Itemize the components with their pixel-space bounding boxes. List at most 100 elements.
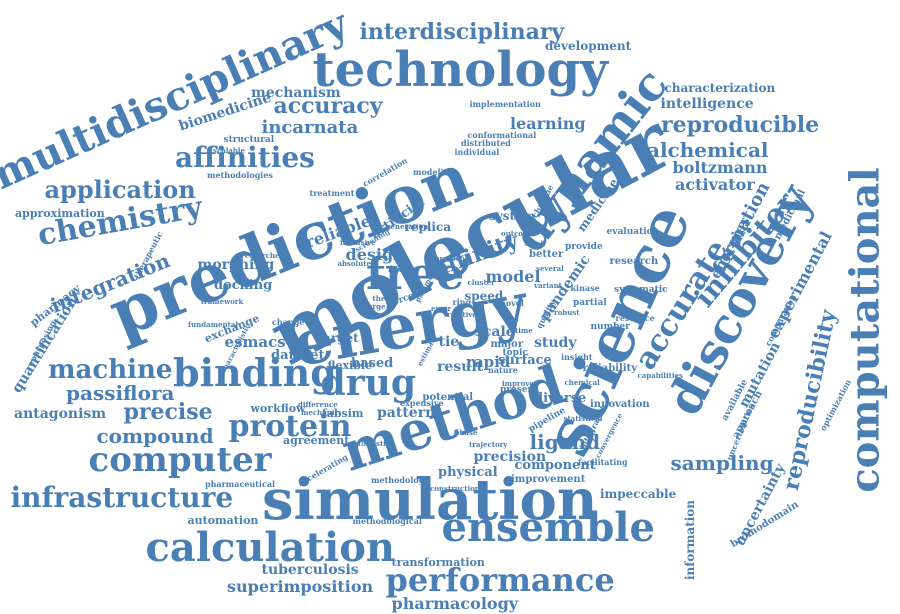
word-esmacs: esmacs bbox=[224, 332, 286, 351]
word-atomistic: atomistic bbox=[353, 438, 391, 448]
word-agreement: agreement bbox=[283, 433, 350, 447]
word-research: research bbox=[609, 256, 659, 267]
word-absolute: absolute bbox=[337, 258, 371, 268]
word-relative: relative bbox=[447, 309, 477, 319]
word-number: number bbox=[590, 321, 630, 332]
word-present: present bbox=[500, 384, 539, 395]
word-distributed: distributed bbox=[461, 138, 511, 148]
word-better: better bbox=[529, 249, 564, 260]
word-calculation: calculation bbox=[145, 524, 395, 571]
word-statistical: statistical bbox=[563, 413, 603, 423]
word-provide: provide bbox=[565, 241, 603, 252]
word-development: development bbox=[545, 39, 632, 53]
word-scale: scale bbox=[475, 324, 515, 340]
word-alchemical: alchemical bbox=[647, 138, 769, 162]
word-workflow: workflow bbox=[250, 401, 306, 415]
word-mechanism: mechanism bbox=[251, 85, 341, 101]
word-machine: machine bbox=[48, 355, 173, 385]
word-physical: physical bbox=[438, 464, 498, 480]
word-protein: protein bbox=[228, 409, 352, 444]
word-error: error bbox=[431, 303, 452, 313]
word-passiflora: passiflora bbox=[66, 381, 175, 405]
word-pharmaceutical: pharmaceutical bbox=[205, 479, 276, 489]
word-small: small bbox=[524, 238, 546, 248]
word-dataset: dataset bbox=[271, 347, 325, 363]
word-resource: resource bbox=[615, 313, 655, 323]
word-reliability: reliability bbox=[582, 363, 638, 374]
word-compound: compound bbox=[96, 424, 214, 448]
word-transformation: transformation bbox=[391, 555, 485, 569]
word-flexible: flexible bbox=[327, 358, 373, 372]
word-simulation: simulation bbox=[262, 467, 598, 533]
word-computational: computational bbox=[841, 167, 889, 493]
word-binding: binding bbox=[173, 350, 337, 395]
word-impeccable: impeccable bbox=[600, 487, 677, 501]
word-improvement: improvement bbox=[511, 474, 586, 485]
word-activator: activator bbox=[675, 175, 755, 194]
word-interdisciplinary: interdisciplinary bbox=[359, 19, 565, 45]
word-incarnata: incarnata bbox=[261, 117, 359, 138]
word-improve: improve bbox=[502, 378, 534, 388]
word-affinities: affinities bbox=[175, 141, 315, 174]
word-docking: docking bbox=[214, 277, 273, 293]
word-speed: speed bbox=[464, 289, 504, 303]
word-result: result bbox=[437, 359, 484, 375]
word-boltzmann: boltzmann bbox=[672, 158, 768, 177]
word-performance: performance bbox=[385, 561, 615, 599]
word-replica: replica bbox=[404, 220, 452, 234]
word-intensive: intensive bbox=[340, 237, 376, 247]
word-implementation: implementation bbox=[469, 99, 541, 109]
word-outcome: outcome bbox=[501, 228, 535, 238]
word-learning: learning bbox=[510, 114, 586, 133]
word-target: target bbox=[317, 331, 359, 345]
word-characterization: characterization bbox=[664, 81, 776, 95]
word-protocol: protocol bbox=[434, 253, 468, 263]
word-construction: construction bbox=[430, 483, 480, 493]
word-conformational: conformational bbox=[467, 130, 537, 140]
word-evaluation: evaluation bbox=[606, 226, 660, 237]
word-insight: insight bbox=[561, 352, 593, 362]
word-superimposition: superimposition bbox=[227, 577, 374, 596]
word-infrastructure: infrastructure bbox=[10, 481, 234, 514]
word-precision: precision bbox=[473, 449, 547, 465]
word-methodologies: methodologies bbox=[207, 170, 273, 180]
word-methodological: methodological bbox=[352, 516, 422, 526]
word-tuberculosis: tuberculosis bbox=[261, 562, 359, 578]
word-systematic: systematic bbox=[614, 284, 668, 295]
word-rapid: rapid bbox=[466, 352, 511, 371]
word-sampling: sampling bbox=[670, 451, 774, 475]
word-variant: variant bbox=[534, 280, 562, 290]
word-ring: ring bbox=[452, 297, 472, 307]
word-tie: tie bbox=[438, 334, 460, 350]
word-methodology: methodology bbox=[371, 475, 429, 485]
word-change: change bbox=[272, 317, 305, 327]
word-surface: surface bbox=[498, 352, 552, 368]
word-diverse: diverse bbox=[534, 390, 587, 406]
word-approximation: approximation bbox=[15, 206, 105, 220]
word-study: study bbox=[534, 335, 577, 351]
word-accuracy: accuracy bbox=[273, 93, 383, 119]
word-robust: robust bbox=[554, 307, 580, 317]
word-time: time bbox=[515, 325, 533, 335]
word-precise: precise bbox=[123, 399, 213, 425]
word-topic: topic bbox=[502, 347, 528, 358]
word-innovation: innovation bbox=[590, 399, 650, 410]
word-framework: framework bbox=[201, 296, 244, 306]
word-model: model bbox=[485, 267, 541, 286]
word-trajectory: trajectory bbox=[469, 439, 508, 449]
word-modeling: modeling bbox=[413, 167, 455, 177]
word-theory: theory bbox=[372, 293, 398, 303]
word-design: design bbox=[345, 245, 405, 264]
word-pattern: pattern bbox=[377, 405, 436, 421]
word-ensemble: ensemble bbox=[441, 504, 655, 551]
word-automation: automation bbox=[187, 513, 259, 527]
word-reproducible: reproducible bbox=[661, 112, 820, 138]
word-morphing: morphing bbox=[197, 257, 275, 273]
word-technology: technology bbox=[312, 42, 608, 98]
word-novel: novel bbox=[500, 298, 524, 308]
word-ligand: ligand bbox=[529, 430, 601, 454]
word-component: component bbox=[514, 457, 596, 473]
word-nature: nature bbox=[488, 365, 518, 375]
word-difference: difference bbox=[298, 399, 338, 409]
word-charge: charge bbox=[358, 301, 386, 311]
